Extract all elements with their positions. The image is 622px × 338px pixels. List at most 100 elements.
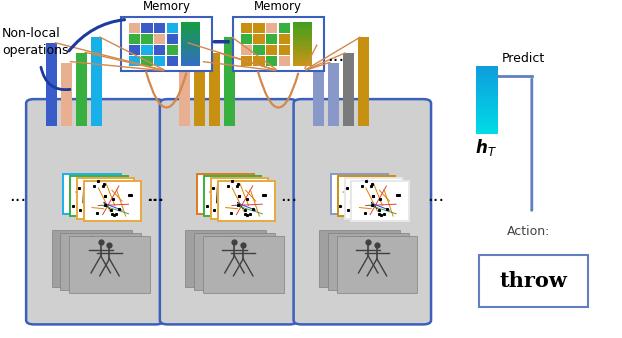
Bar <box>294 53 312 55</box>
Bar <box>224 37 235 126</box>
Bar <box>294 42 312 44</box>
Bar <box>294 24 312 26</box>
Bar <box>182 27 200 29</box>
FancyBboxPatch shape <box>26 99 164 324</box>
Bar <box>203 236 284 293</box>
Bar <box>476 109 498 112</box>
Bar <box>328 233 409 290</box>
Bar <box>476 84 498 87</box>
Bar <box>182 50 200 51</box>
Bar <box>129 45 140 55</box>
Bar <box>294 35 312 37</box>
FancyArrowPatch shape <box>306 53 345 70</box>
Bar <box>476 123 498 125</box>
Bar <box>294 44 312 46</box>
Text: ...: ... <box>427 187 444 204</box>
Bar <box>185 231 266 287</box>
Bar <box>266 45 277 55</box>
Bar <box>294 27 312 29</box>
FancyBboxPatch shape <box>211 178 268 219</box>
Bar <box>476 96 498 98</box>
FancyArrowPatch shape <box>146 72 186 107</box>
Bar <box>343 53 354 126</box>
Bar <box>294 55 312 57</box>
FancyBboxPatch shape <box>84 180 141 221</box>
Bar <box>266 23 277 33</box>
Bar <box>129 34 140 44</box>
Bar <box>182 29 200 31</box>
Bar <box>476 75 498 77</box>
Bar <box>182 59 200 61</box>
Bar <box>141 23 152 33</box>
Bar <box>294 59 312 61</box>
FancyArrowPatch shape <box>100 37 164 70</box>
Bar <box>476 98 498 100</box>
Bar <box>182 37 200 39</box>
FancyBboxPatch shape <box>294 99 431 324</box>
Text: ...: ... <box>146 187 163 204</box>
Bar <box>319 231 400 287</box>
Bar <box>294 39 312 40</box>
Bar <box>266 56 277 66</box>
Bar <box>313 44 324 126</box>
Bar <box>476 116 498 118</box>
FancyArrowPatch shape <box>306 63 330 70</box>
FancyBboxPatch shape <box>70 176 128 216</box>
Bar <box>266 34 277 44</box>
Bar <box>294 22 312 24</box>
Bar <box>476 120 498 123</box>
Bar <box>279 56 290 66</box>
Bar <box>194 233 275 290</box>
FancyArrowPatch shape <box>305 45 317 69</box>
FancyBboxPatch shape <box>479 256 588 307</box>
Bar <box>294 37 312 39</box>
FancyBboxPatch shape <box>345 178 402 219</box>
Bar <box>182 51 200 53</box>
FancyBboxPatch shape <box>233 17 324 71</box>
Bar <box>294 48 312 50</box>
Text: Non-local
operations: Non-local operations <box>2 27 68 57</box>
FancyArrowPatch shape <box>188 43 276 70</box>
Bar <box>476 100 498 102</box>
Bar <box>182 44 200 46</box>
Bar <box>167 56 178 66</box>
Text: ...: ... <box>281 187 298 204</box>
Text: Memory: Memory <box>142 0 190 13</box>
Bar <box>476 71 498 73</box>
FancyArrowPatch shape <box>233 38 276 69</box>
FancyBboxPatch shape <box>338 176 395 216</box>
FancyBboxPatch shape <box>218 180 275 221</box>
Bar <box>253 34 264 44</box>
FancyArrowPatch shape <box>218 53 276 70</box>
Bar <box>179 44 190 126</box>
FancyArrowPatch shape <box>41 67 70 90</box>
Bar <box>182 31 200 33</box>
Bar <box>294 46 312 48</box>
FancyArrowPatch shape <box>258 72 298 107</box>
FancyArrowPatch shape <box>69 20 124 51</box>
Bar <box>294 31 312 33</box>
Bar <box>476 80 498 82</box>
Bar <box>182 40 200 42</box>
FancyArrowPatch shape <box>70 62 164 71</box>
Bar <box>241 23 252 33</box>
Bar <box>141 34 152 44</box>
Bar <box>182 48 200 50</box>
Bar <box>182 46 200 48</box>
FancyArrowPatch shape <box>203 62 276 71</box>
Bar <box>141 56 152 66</box>
Bar <box>46 44 57 126</box>
Bar <box>129 23 140 33</box>
Bar <box>476 129 498 132</box>
Bar <box>279 45 290 55</box>
Bar <box>476 93 498 96</box>
Bar <box>294 57 312 59</box>
Bar <box>294 40 312 42</box>
Text: Predict: Predict <box>502 51 545 65</box>
Bar <box>61 63 72 126</box>
Bar <box>476 102 498 105</box>
Bar <box>241 34 252 44</box>
Text: $\boldsymbol{h}_T$: $\boldsymbol{h}_T$ <box>475 137 497 158</box>
FancyBboxPatch shape <box>160 99 297 324</box>
Bar <box>476 125 498 127</box>
